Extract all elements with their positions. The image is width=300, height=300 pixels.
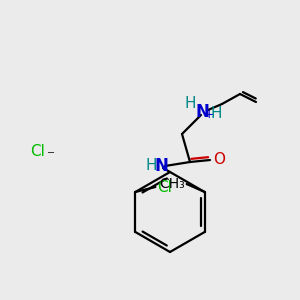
Text: N: N [154,157,168,175]
Text: H: H [210,106,222,121]
Text: CH₃: CH₃ [159,177,184,191]
Text: Cl: Cl [30,145,45,160]
Text: +: + [204,109,214,122]
Text: O: O [213,152,225,167]
Text: Cl: Cl [158,179,172,194]
Text: H: H [184,95,196,110]
Text: H: H [145,158,157,173]
Text: N: N [195,103,209,121]
Text: ⁻: ⁻ [47,148,55,164]
